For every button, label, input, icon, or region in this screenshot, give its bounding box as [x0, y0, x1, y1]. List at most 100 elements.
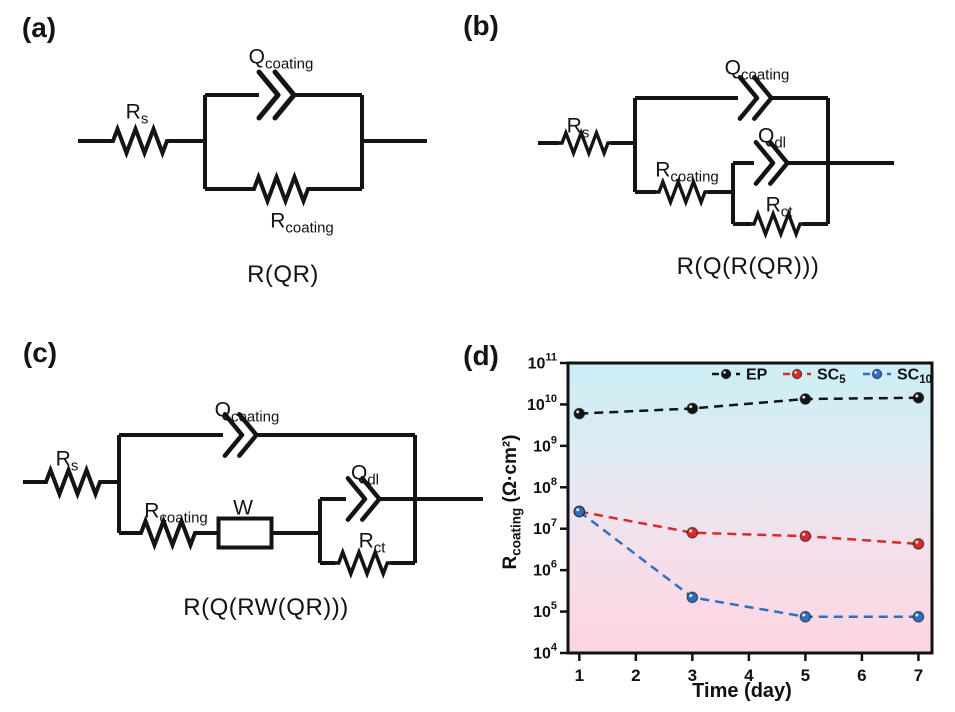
marker-highlight	[802, 613, 806, 617]
circuit-b	[538, 77, 894, 236]
marker-highlight	[874, 371, 877, 374]
label-rs-b: Rs	[566, 114, 590, 141]
circuit-c-title: R(Q(RW(QR)))	[183, 594, 349, 621]
x-tick-label: 6	[857, 666, 866, 685]
data-point-EP-day1	[573, 407, 586, 420]
legend-marker-SC10	[871, 368, 883, 380]
label-rs-a: Rs	[125, 100, 149, 127]
marker-highlight	[689, 529, 693, 533]
label-sub: s	[140, 110, 149, 128]
x-tick-label: 5	[801, 666, 810, 685]
x-tick-label: 7	[914, 666, 923, 685]
data-point-EP-day3	[686, 402, 699, 415]
y-tick-label: 109	[533, 434, 557, 455]
plot-area	[568, 363, 932, 653]
label-sub: s	[70, 457, 79, 475]
label-w-c: W	[233, 498, 253, 519]
legend-label-EP: EP	[746, 367, 768, 384]
marker-highlight	[576, 410, 580, 414]
x-tick-label: 3	[688, 666, 697, 685]
circuit-c	[23, 414, 483, 576]
marker-highlight	[915, 613, 919, 617]
label-sub: coating	[670, 168, 719, 186]
label-q-coating-a: Qcoating	[249, 47, 314, 72]
label-main: R	[270, 209, 286, 233]
legend-marker-SC5	[791, 368, 803, 380]
y-tick-label: 104	[533, 642, 558, 663]
y-tick-label: 105	[533, 600, 557, 621]
y-tick-label: 107	[533, 517, 557, 538]
y-tick-label: 108	[533, 476, 557, 497]
label-main: R	[566, 114, 582, 138]
marker-highlight	[794, 371, 797, 374]
label-q-coating-b: Qcoating	[724, 56, 790, 83]
label-sub: coating	[159, 509, 208, 527]
label-main: Q	[724, 56, 741, 80]
marker-highlight	[915, 394, 919, 398]
wires-b	[538, 96, 894, 226]
series-line-SC5	[579, 510, 919, 546]
wires-c	[23, 433, 483, 565]
data-point-SC10-day7	[912, 610, 925, 623]
data-point-SC5-day3	[686, 526, 699, 539]
label-main: Q	[214, 398, 231, 422]
panel-b-tag: (b)	[463, 10, 499, 41]
legend-marker-EP	[720, 368, 732, 380]
series-line-SC10	[578, 510, 919, 618]
label-main: R	[655, 158, 671, 182]
series-line-EP	[579, 396, 919, 415]
label-r-coating-c: Rcoating	[144, 499, 208, 526]
marker-highlight	[802, 532, 806, 536]
panel-a-tag: (a)	[21, 12, 57, 43]
label-main: R	[765, 193, 781, 217]
label-sub: dl	[367, 471, 380, 489]
y-tick-label: 1011	[528, 352, 557, 373]
wires-a	[78, 93, 427, 191]
x-tick-label: 4	[744, 666, 754, 685]
y-tick-label: 106	[533, 559, 557, 580]
data-point-SC5-day7	[912, 538, 925, 550]
y-tick-label: 1010	[527, 393, 557, 414]
legend-label-SC5: SC5	[817, 367, 846, 387]
marker-highlight	[915, 540, 919, 544]
data-point-EP-day7	[912, 391, 925, 404]
label-main: R	[144, 499, 160, 523]
marker-highlight	[723, 371, 726, 374]
label-sub: ct	[373, 539, 386, 557]
marker-highlight	[689, 594, 693, 598]
label-main: R	[125, 100, 141, 124]
label-sub: ct	[780, 203, 793, 221]
label-sub: coating	[230, 408, 280, 426]
label-sub: coating	[740, 66, 790, 84]
data-point-SC10-day1	[573, 505, 586, 518]
circuit-a	[78, 72, 427, 203]
label-sub: dl	[774, 134, 787, 152]
label-r-ct-b: Rct	[765, 193, 793, 220]
label-main: Q	[350, 461, 368, 485]
marker-highlight	[802, 395, 806, 399]
x-tick-label: 1	[575, 666, 584, 685]
label-main: W	[233, 496, 253, 520]
label-main: R	[358, 529, 374, 553]
circuit-b-title: R(Q(R(QR)))	[676, 253, 820, 280]
label-sub: s	[581, 124, 590, 142]
label-q-coating-c: Qcoating	[214, 398, 280, 425]
label-q-dl-b: Qdl	[757, 124, 786, 151]
warburg-element-icon	[216, 516, 274, 550]
panel-d-tag: (d)	[463, 340, 499, 371]
data-point-SC10-day3	[686, 591, 699, 604]
label-sub: coating	[264, 55, 314, 73]
y-axis-title: Rcoating (Ω·cm²)	[500, 434, 524, 569]
label-r-ct-c: Rct	[358, 529, 386, 556]
panel-c-tag: (c)	[22, 337, 58, 368]
x-axis-title: Time (day)	[692, 680, 792, 702]
label-main: Q	[757, 124, 775, 148]
label-r-coating-b: Rcoating	[655, 158, 719, 185]
marker-highlight	[689, 405, 693, 409]
data-point-SC10-day5	[799, 610, 812, 623]
label-rs-c: Rs	[56, 449, 79, 474]
data-point-EP-day5	[799, 393, 812, 405]
